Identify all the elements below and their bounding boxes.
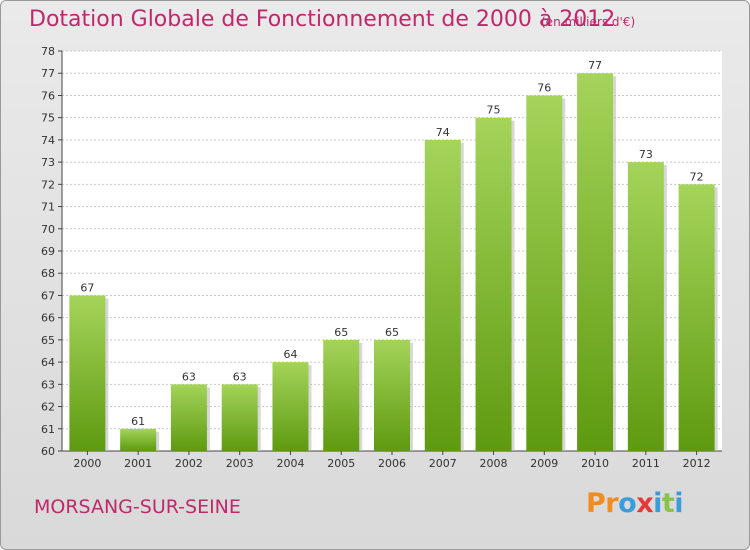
bar: [170, 384, 207, 451]
bar-value-label: 76: [537, 81, 551, 94]
logo-letter: t: [661, 488, 675, 519]
y-tick-label: 63: [41, 378, 55, 391]
y-tick-label: 70: [41, 223, 55, 236]
bar: [475, 117, 512, 452]
bar: [424, 139, 461, 451]
x-tick-label: 2011: [632, 457, 660, 470]
logo-letter: i: [653, 488, 662, 519]
bar-value-label: 72: [690, 170, 704, 183]
bar: [69, 295, 106, 451]
x-tick-label: 2005: [327, 457, 355, 470]
y-tick-label: 65: [41, 334, 55, 347]
chart-subtitle: (en milliers d'€): [541, 15, 636, 29]
y-tick-label: 66: [41, 312, 55, 325]
bar-value-label: 65: [385, 326, 399, 339]
y-tick-label: 69: [41, 245, 55, 258]
x-tick-label: 2007: [429, 457, 457, 470]
x-tick-label: 2012: [683, 457, 711, 470]
bar: [272, 362, 309, 451]
y-tick-label: 77: [41, 67, 55, 80]
x-tick-label: 2000: [73, 457, 101, 470]
x-tick-label: 2004: [276, 457, 304, 470]
y-tick-label: 71: [41, 201, 55, 214]
y-tick-label: 62: [41, 401, 55, 414]
y-tick-label: 72: [41, 178, 55, 191]
bar-value-label: 63: [233, 370, 247, 383]
logo-letter: r: [605, 488, 619, 519]
y-tick-label: 61: [41, 423, 55, 436]
proxiti-logo: Proxiti: [586, 488, 684, 519]
x-tick-label: 2008: [480, 457, 508, 470]
bar-value-label: 77: [588, 59, 602, 72]
x-tick-label: 2009: [530, 457, 558, 470]
bar-value-label: 67: [80, 281, 94, 294]
y-tick-label: 64: [41, 356, 55, 369]
x-tick-label: 2001: [124, 457, 152, 470]
bar: [120, 428, 157, 451]
y-tick-label: 60: [41, 445, 55, 458]
logo-letter: o: [618, 488, 637, 519]
bar: [678, 184, 715, 452]
bar-value-label: 74: [436, 126, 450, 139]
bar: [221, 384, 258, 451]
x-tick-label: 2010: [581, 457, 609, 470]
bar-value-label: 64: [283, 348, 297, 361]
logo-letter: i: [674, 488, 684, 519]
y-tick-label: 75: [41, 112, 55, 125]
bar: [374, 339, 410, 451]
y-tick-label: 78: [41, 45, 55, 58]
y-tick-label: 74: [41, 134, 55, 147]
bar-value-label: 75: [487, 104, 501, 117]
bar-value-label: 65: [334, 326, 348, 339]
y-tick-label: 73: [41, 156, 55, 169]
bar: [323, 339, 360, 451]
x-tick-label: 2003: [226, 457, 254, 470]
bar: [577, 73, 614, 451]
bar-value-label: 63: [182, 370, 196, 383]
location-name: MORSANG-SUR-SEINE: [34, 496, 241, 518]
logo-letter: x: [636, 488, 654, 519]
logo-letter: P: [586, 488, 606, 519]
x-tick-label: 2002: [175, 457, 203, 470]
y-tick-label: 67: [41, 289, 55, 302]
y-tick-label: 68: [41, 267, 55, 280]
bar: [627, 162, 664, 451]
chart-title: Dotation Globale de Fonctionnement de 20…: [29, 7, 616, 32]
bar-value-label: 73: [639, 148, 653, 161]
y-tick-label: 76: [41, 89, 55, 102]
x-tick-label: 2006: [378, 457, 406, 470]
bar: [526, 95, 563, 451]
bar-value-label: 61: [131, 415, 145, 428]
